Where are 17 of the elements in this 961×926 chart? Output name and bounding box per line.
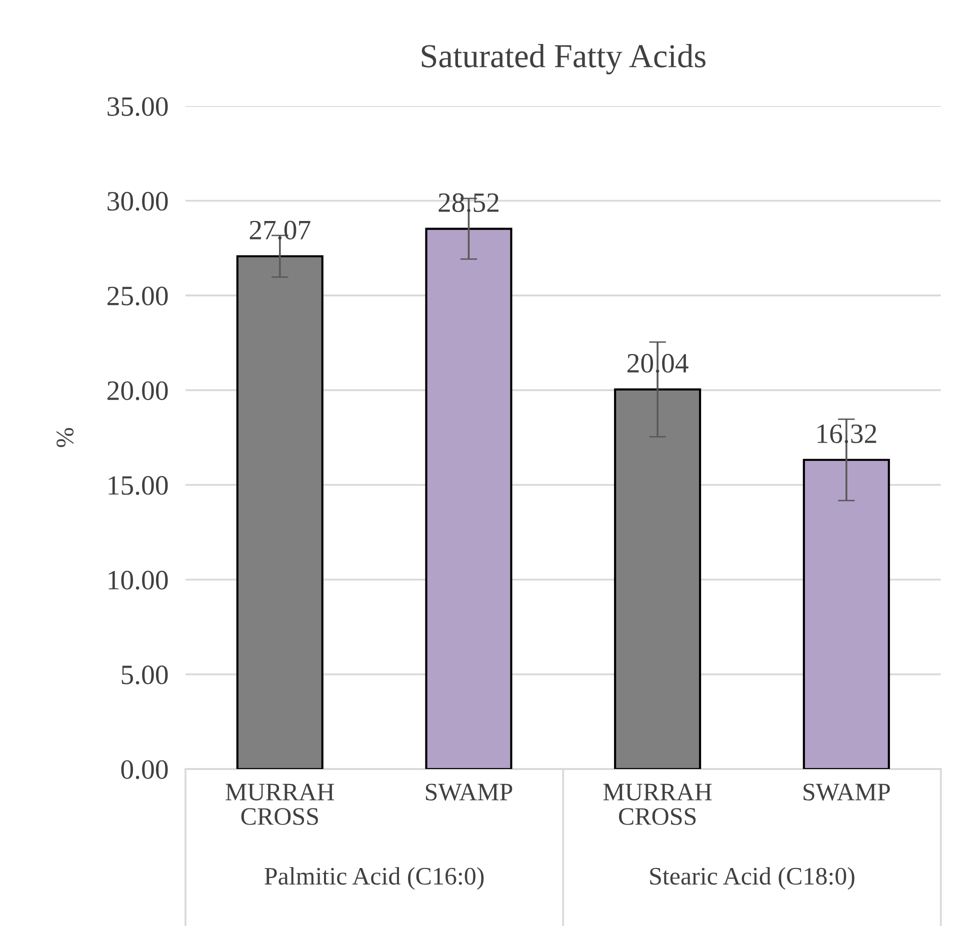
y-axis-title: % <box>56 428 74 448</box>
y-tick-label: 15.00 <box>108 476 168 495</box>
y-tick-label: 35.00 <box>108 97 168 116</box>
y-tick-label: 0.00 <box>121 760 168 780</box>
chart-title: Saturated Fatty Acids <box>422 44 706 74</box>
y-tick-label: 20.00 <box>108 381 168 400</box>
y-tick-label: 5.00 <box>122 665 168 684</box>
text: Palmitic Acid (C16:0) <box>264 867 484 890</box>
x-tick-label: MURRAH CROSS <box>603 784 712 825</box>
text: Stearic Acid (C18:0) <box>650 867 854 890</box>
y-tick-label: 10.00 <box>108 570 168 590</box>
y-tick-label: 25.00 <box>108 286 168 306</box>
y-tick-label: 30.00 <box>108 192 168 211</box>
x-tick-label: SWAMP <box>426 784 512 801</box>
x-tick-label: MURRAH CROSS <box>226 784 334 825</box>
data-label: 27.07 <box>250 220 310 240</box>
x-tick-label: SWAMP <box>804 784 890 801</box>
